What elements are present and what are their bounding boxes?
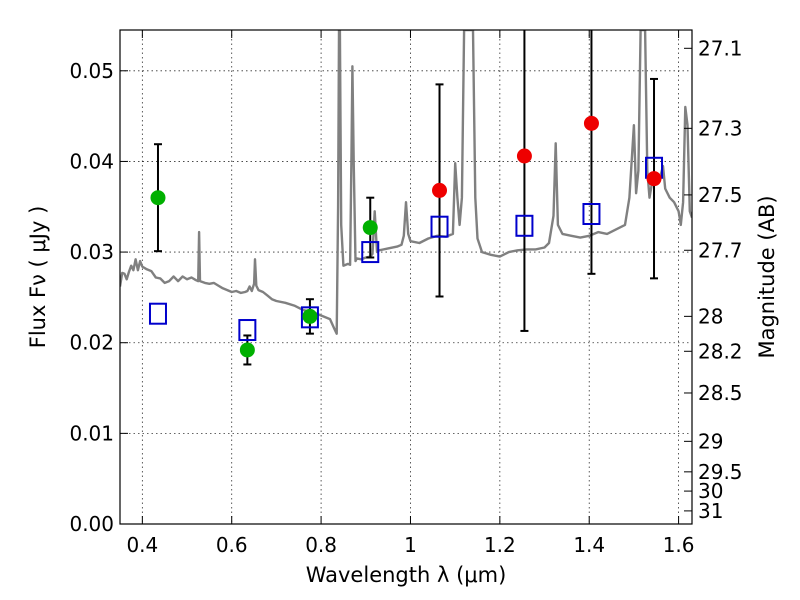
model-flux-square [430, 215, 449, 238]
plot-frame [119, 29, 693, 525]
upper-limit-point [583, 115, 599, 131]
detection-point [239, 342, 255, 358]
upper-limit-point [516, 148, 532, 164]
upper-limit-point [432, 182, 448, 198]
x-tick-label: 1.4 [573, 533, 605, 557]
magnitude-tick-label: 29.5 [698, 460, 743, 484]
magnitude-tick-label: 28.5 [698, 381, 743, 405]
y-tick-label: 0.02 [69, 331, 114, 355]
x-tick-label: 1.6 [663, 533, 695, 557]
x-tick-label: 0.4 [126, 533, 158, 557]
x-tick-label: 0.8 [305, 533, 337, 557]
x-tick-label: 0.6 [216, 533, 248, 557]
magnitude-tick-label: 27.1 [698, 36, 743, 60]
model-flux-square [515, 214, 534, 237]
magnitude-tick-label: 27.7 [698, 238, 743, 262]
y-axis-label: Flux Fν ( μJy ) [26, 206, 50, 349]
detection-point [302, 308, 318, 324]
y-tick-labels: 0.00 0.01 0.02 0.03 0.04 0.05 [69, 59, 114, 536]
model-flux-squares [148, 156, 664, 342]
model-flux-square [361, 241, 380, 264]
axis-ticks [120, 30, 692, 525]
y-tick-label: 0.01 [69, 421, 114, 445]
x-tick-labels: 0.4 0.6 0.8 1 1.2 1.4 1.6 [126, 533, 694, 557]
magnitude-tick-label: 28 [698, 304, 723, 328]
upper-limit-point [646, 171, 662, 187]
grid-lines [120, 30, 692, 525]
model-flux-square [300, 306, 319, 329]
magnitude-tick-label: 28.2 [698, 339, 743, 363]
magnitude-tick-label: 27.3 [698, 116, 743, 140]
y-tick-label: 0.03 [69, 240, 114, 264]
y-tick-label: 0.05 [69, 59, 114, 83]
y-tick-label: 0.00 [69, 512, 114, 536]
y-right-axis-label: Magnitude (AB) [755, 195, 779, 358]
x-axis-label: Wavelength λ (μm) [306, 563, 507, 587]
magnitude-tick-label: 29 [698, 429, 723, 453]
detection-point [150, 190, 166, 206]
x-tick-label: 1.2 [484, 533, 516, 557]
error-bars [153, 30, 659, 366]
model-spectrum-line [120, 30, 692, 335]
observed-flux-points [150, 115, 662, 358]
magnitude-tick-label: 31 [698, 499, 723, 523]
detection-point [362, 220, 378, 236]
magnitude-tick-label: 30 [698, 479, 723, 503]
model-flux-square [582, 203, 601, 226]
x-tick-label: 1 [404, 533, 417, 557]
model-flux-square [148, 302, 167, 325]
y-tick-label: 0.04 [69, 149, 114, 173]
model-flux-square [238, 319, 257, 342]
magnitude-tick-label: 27.5 [698, 183, 743, 207]
